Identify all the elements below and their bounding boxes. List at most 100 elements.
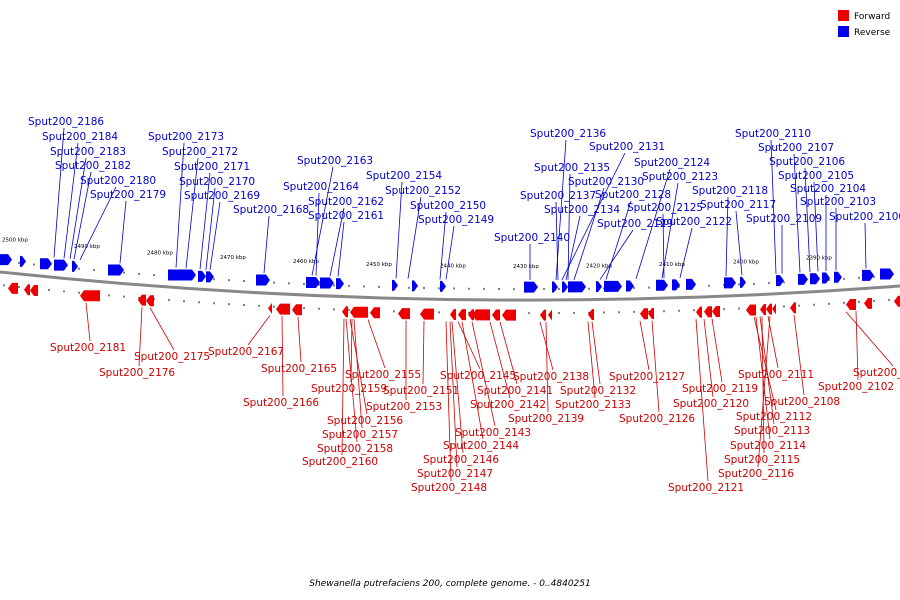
forward-gene-label[interactable]: Sput200_2148 [411, 482, 487, 494]
kbp-tick-label: 2410 kbp [659, 262, 685, 268]
forward-gene-label[interactable]: Sput200_2144 [443, 440, 519, 452]
forward-leader-line [138, 307, 143, 367]
reverse-gene-label[interactable]: Sput200_2170 [179, 176, 255, 188]
forward-gene-label[interactable]: Sput200_2167 [208, 346, 284, 358]
forward-gene-mark [8, 282, 18, 294]
forward-gene-label[interactable]: Sput200_2126 [619, 413, 695, 425]
forward-gene-label[interactable]: Sput200_2132 [560, 385, 636, 397]
kbp-tick-label: 2420 kbp [586, 264, 612, 270]
forward-gene-label[interactable]: Sput200_2157 [322, 429, 398, 441]
reverse-gene-label[interactable]: Sput200_2186 [28, 116, 104, 128]
reverse-gene-mark [168, 269, 196, 281]
forward-gene-label[interactable]: Sput200_2138 [513, 371, 589, 383]
reverse-leader-line [804, 167, 811, 272]
reverse-gene-label[interactable]: Sput200_2125 [627, 202, 703, 214]
forward-gene-label[interactable]: Sput200_2166 [243, 397, 319, 409]
forward-gene-label[interactable]: Sput200_2176 [99, 367, 175, 379]
reverse-gene-label[interactable]: Sput200_2179 [90, 189, 166, 201]
forward-leader-line [457, 321, 481, 370]
reverse-gene-label[interactable]: Sput200_2136 [530, 128, 606, 140]
reverse-gene-label[interactable]: Sput200_2123 [642, 171, 718, 183]
reverse-gene-label[interactable]: Sput200_2184 [42, 131, 118, 143]
forward-gene-label[interactable]: Sput200_2115 [724, 454, 800, 466]
forward-gene-label[interactable]: Sput200_2102 [818, 381, 894, 393]
reverse-gene-label[interactable]: Sput200_2105 [778, 170, 854, 182]
reverse-gene-label[interactable]: Sput200_2152 [385, 185, 461, 197]
reverse-leader-line [605, 200, 632, 280]
reverse-gene-label[interactable]: Sput200_2100 [829, 211, 900, 223]
reverse-gene-label[interactable]: Sput200_2135 [534, 162, 610, 174]
reverse-gene-label[interactable]: Sput200_2117 [700, 199, 776, 211]
forward-gene-label[interactable]: Sput200_2120 [673, 398, 749, 410]
forward-gene-label[interactable]: Sput200_2114 [730, 440, 806, 452]
reverse-leader-line [635, 168, 671, 280]
reverse-gene-label[interactable]: Sput200_2164 [283, 181, 359, 193]
reverse-gene-label[interactable]: Sput200_2107 [758, 142, 834, 154]
forward-gene-label[interactable]: Sput200_2111 [738, 369, 814, 381]
reverse-gene-label[interactable]: Sput200_2131 [589, 141, 665, 153]
forward-gene-label[interactable]: Sput200_2145 [440, 370, 516, 382]
reverse-gene-label[interactable]: Sput200_2129 [597, 218, 673, 230]
forward-gene-label[interactable]: Sput200_2151 [383, 385, 459, 397]
reverse-gene-label[interactable]: Sput200_2154 [366, 170, 442, 182]
reverse-gene-label[interactable]: Sput200_2128 [595, 189, 671, 201]
forward-leader-line [757, 316, 771, 468]
reverse-gene-mark [306, 276, 320, 288]
reverse-gene-label[interactable]: Sput200_2140 [494, 232, 570, 244]
reverse-gene-label[interactable]: Sput200_2149 [418, 214, 494, 226]
reverse-gene-label[interactable]: Sput200_2169 [184, 190, 260, 202]
reverse-gene-label[interactable]: Sput200_2172 [162, 146, 238, 158]
forward-gene-label[interactable]: Sput200_2141 [477, 385, 553, 397]
reverse-gene-mark [108, 264, 124, 276]
forward-gene-label[interactable]: Sput200_2121 [668, 482, 744, 494]
forward-gene-label[interactable]: Sput200_2159 [311, 383, 387, 395]
forward-gene-label[interactable]: Sput200_2142 [470, 399, 546, 411]
reverse-gene-label[interactable]: Sput200_2134 [544, 204, 620, 216]
reverse-gene-label[interactable]: Sput200_2173 [148, 131, 224, 143]
reverse-gene-label[interactable]: Sput200_2168 [233, 204, 309, 216]
forward-gene-label[interactable]: Sput200_2113 [734, 425, 810, 437]
forward-gene-label[interactable]: Sput200_2175 [134, 351, 210, 363]
forward-gene-label[interactable]: Sput200_2143 [455, 427, 531, 439]
forward-gene-mark [146, 295, 154, 307]
reverse-gene-label[interactable]: Sput200_2118 [692, 185, 768, 197]
legend-label-forward: Forward [854, 12, 890, 22]
reverse-gene-label[interactable]: Sput200_2182 [55, 160, 131, 172]
forward-gene-label[interactable]: Sput200_2153 [366, 401, 442, 413]
forward-gene-label[interactable]: Sput200_2156 [327, 415, 403, 427]
reverse-gene-label[interactable]: Sput200_2110 [735, 128, 811, 140]
reverse-gene-label[interactable]: Sput200_2137 [520, 190, 596, 202]
reverse-gene-label[interactable]: Sput200_2122 [656, 216, 732, 228]
forward-gene-label[interactable]: Sput200_2139 [508, 413, 584, 425]
forward-gene-label[interactable]: Sput200_2158 [317, 443, 393, 455]
reverse-gene-label[interactable]: Sput200_2161 [308, 210, 384, 222]
forward-gene-label[interactable]: Sput200_2165 [261, 363, 337, 375]
forward-gene-label[interactable]: Sput200_2160 [302, 456, 378, 468]
reverse-gene-label[interactable]: Sput200_2109 [746, 213, 822, 225]
forward-gene-label[interactable]: Sput200_2181 [50, 342, 126, 354]
reverse-gene-label[interactable]: Sput200_2104 [790, 183, 866, 195]
reverse-gene-label[interactable]: Sput200_2183 [50, 146, 126, 158]
reverse-gene-label[interactable]: Sput200_2163 [297, 155, 373, 167]
reverse-gene-label[interactable]: Sput200_2124 [634, 157, 710, 169]
legend: Forward Reverse [838, 10, 891, 38]
forward-gene-label[interactable]: Sput200_2101 [853, 367, 900, 379]
forward-gene-label[interactable]: Sput200_2133 [555, 399, 631, 411]
forward-gene-label[interactable]: Sput200_2116 [718, 468, 794, 480]
forward-gene-label[interactable]: Sput200_2112 [736, 411, 812, 423]
reverse-gene-label[interactable]: Sput200_2103 [800, 196, 876, 208]
forward-gene-label[interactable]: Sput200_2119 [682, 383, 758, 395]
reverse-gene-label[interactable]: Sput200_2150 [410, 200, 486, 212]
forward-gene-label[interactable]: Sput200_2127 [609, 371, 685, 383]
forward-gene-label[interactable]: Sput200_2108 [764, 396, 840, 408]
reverse-gene-label[interactable]: Sput200_2180 [80, 175, 156, 187]
forward-gene-label[interactable]: Sput200_2155 [345, 369, 421, 381]
forward-leader-line [703, 318, 714, 398]
reverse-leader-line [329, 207, 345, 277]
reverse-gene-label[interactable]: Sput200_2171 [174, 161, 250, 173]
forward-gene-label[interactable]: Sput200_2146 [423, 454, 499, 466]
forward-gene-label[interactable]: Sput200_2147 [417, 468, 493, 480]
reverse-gene-label[interactable]: Sput200_2106 [769, 156, 845, 168]
reverse-gene-label[interactable]: Sput200_2162 [308, 196, 384, 208]
reverse-gene-label[interactable]: Sput200_2130 [568, 176, 644, 188]
